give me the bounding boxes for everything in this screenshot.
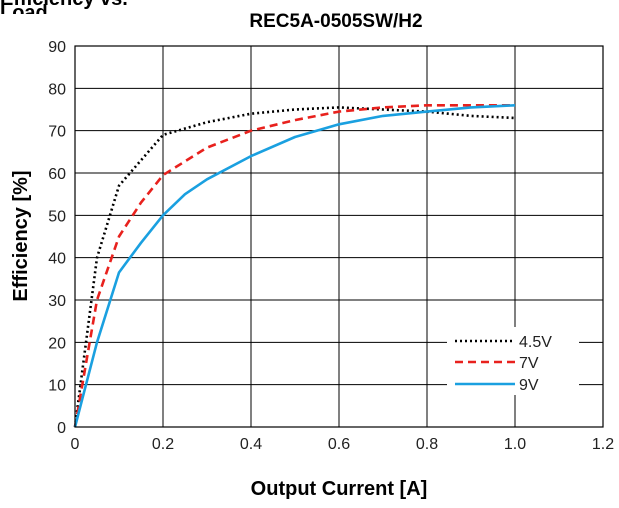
legend-label: 4.5V	[519, 334, 552, 351]
tick-labels: 0 0.2 0.4 0.6 0.8 1.0 1.2 0 10 20 30 40 50 60 70 80 90	[48, 39, 614, 453]
x-axis-label: Output Current [A]	[251, 478, 428, 500]
y-tick-label: 90	[48, 39, 66, 56]
legend-label: 7V	[519, 355, 539, 372]
y-tick-label: 30	[48, 293, 66, 310]
x-tick-label: 0	[71, 436, 80, 453]
y-tick-label: 60	[48, 166, 66, 183]
y-tick-label: 0	[57, 420, 66, 437]
series-line-9v	[73, 104, 516, 428]
y-tick-label: 70	[48, 124, 66, 141]
chart-title: REC5A-0505SW/H2	[249, 11, 422, 32]
x-tick-label: 0.4	[240, 436, 262, 453]
series-lines	[73, 104, 516, 428]
y-tick-label: 50	[48, 208, 66, 225]
plot-frame	[74, 45, 604, 428]
x-tick-label: 0.8	[416, 436, 438, 453]
clipped-header-text: Efficiency vs. Load	[0, 0, 128, 14]
grid-lines	[75, 46, 603, 427]
legend: 4.5V 7V 9V	[447, 327, 579, 395]
x-tick-label: 1.0	[504, 436, 526, 453]
y-axis-label: Efficiency [%]	[10, 170, 32, 301]
y-tick-label: 10	[48, 378, 66, 395]
y-tick-label: 40	[48, 251, 66, 268]
series-line-7v	[73, 104, 515, 428]
x-tick-label: 1.2	[592, 436, 614, 453]
y-tick-label: 80	[48, 81, 66, 98]
y-tick-label: 20	[48, 335, 66, 352]
legend-label: 9V	[519, 377, 539, 394]
x-tick-label: 0.6	[328, 436, 350, 453]
x-tick-label: 0.2	[152, 436, 174, 453]
